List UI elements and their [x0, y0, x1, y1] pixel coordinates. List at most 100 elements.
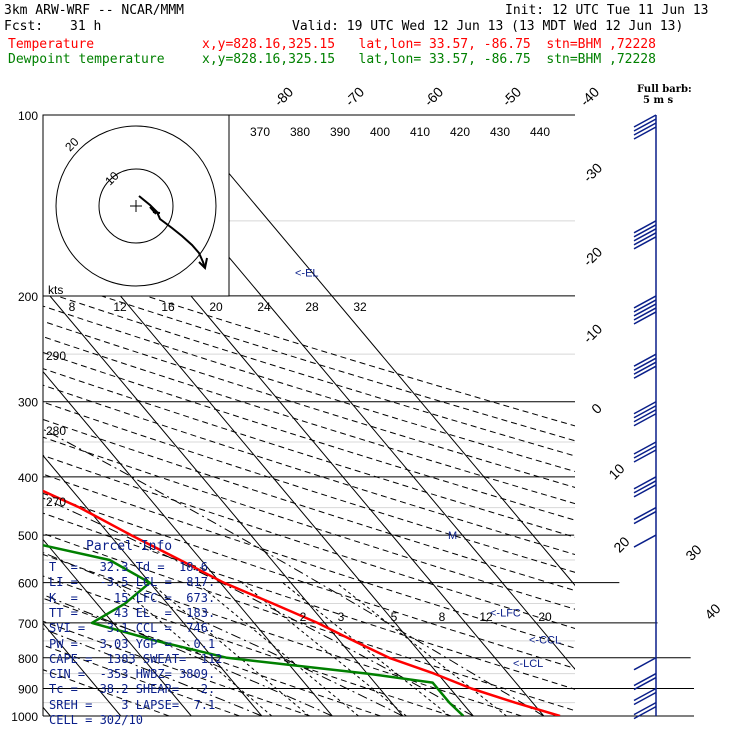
dry-adiabat-line — [43, 351, 575, 521]
isotherm-line — [43, 454, 263, 716]
dry-adiabat-line — [43, 575, 452, 716]
wind-barb-flag — [633, 236, 657, 250]
wind-barb — [633, 687, 657, 706]
temperature-tick-label: -30 — [580, 160, 606, 186]
hodograph-units-label: kts — [48, 283, 63, 297]
dry-adiabat-line — [43, 532, 575, 712]
mixing-ratio-label: 20 — [209, 300, 223, 314]
theta-label: 390 — [330, 125, 350, 139]
temperature-legend-label: Temperature — [8, 37, 95, 52]
wind-barb — [633, 701, 657, 720]
parcel-info-row: CAPE = 1383 SWEAT= 112 — [49, 651, 223, 666]
temperature-tick-label: -60 — [421, 84, 447, 110]
wind-barb-flag — [633, 676, 657, 691]
dry-adiabat-line — [43, 512, 575, 690]
temperature-tick-label: 20 — [610, 533, 632, 555]
mixing-ratio-low-label: 20 — [538, 610, 552, 624]
parcel-info-row: TT = 43 EL = 183. — [49, 605, 216, 620]
wind-barb — [633, 534, 657, 548]
level-annotation: <-EL — [295, 268, 319, 280]
dewpoint-profile — [43, 543, 465, 716]
mixing-ratio-low-label: 12 — [479, 610, 493, 624]
wind-barb — [633, 657, 657, 671]
wind-barb-flag — [633, 353, 657, 367]
wind-barb-flag — [633, 357, 657, 371]
temperature-profile — [43, 489, 561, 716]
parcel-info-row: SREH = 3 LAPSE= 7.1 — [49, 697, 216, 712]
mixing-ratio-low-label: 3 — [338, 610, 345, 624]
pressure-label: 600 — [18, 577, 38, 591]
wind-barb-flag — [633, 401, 657, 415]
mixing-ratio-line — [241, 582, 407, 716]
theta-side-label: 290 — [46, 349, 66, 363]
wind-barb-flag — [633, 534, 657, 548]
hodograph-trace — [138, 195, 206, 269]
wind-barb-flag — [633, 224, 657, 238]
mixing-ratio-line — [196, 582, 359, 716]
wind-barb-flag — [633, 365, 657, 379]
hodograph-ring-outer — [55, 125, 217, 287]
pressure-label: 900 — [18, 682, 38, 696]
temperature-tick-label: 10 — [605, 460, 627, 482]
theta-label: 410 — [410, 125, 430, 139]
parcel-info-row: LI = -3.5 LCL = 817. — [49, 575, 216, 590]
temperature-tick-label: -80 — [271, 84, 297, 110]
wind-barb-flag — [633, 122, 657, 136]
temperature-tick-label: -50 — [499, 84, 525, 110]
isotherm-line — [43, 538, 192, 716]
wind-barbs — [633, 114, 657, 720]
wind-barb — [633, 476, 657, 498]
wind-barb-flag — [633, 220, 657, 234]
hodograph-trace-marks — [149, 206, 208, 271]
wind-barb-flag — [633, 299, 657, 313]
theta-label: 420 — [450, 125, 470, 139]
dry-adiabat-line — [43, 276, 575, 442]
wind-barb-flag — [633, 672, 657, 687]
temperature-tick-label: 0 — [588, 400, 605, 417]
theta-label: 430 — [490, 125, 510, 139]
wind-barb-flag — [633, 657, 657, 671]
valid-time: Valid: 19 UTC Wed 12 Jun 13 (13 MDT Wed … — [292, 19, 684, 34]
wind-barb-flag — [633, 228, 657, 242]
pressure-label: 300 — [18, 396, 38, 410]
wind-barb — [633, 295, 657, 325]
mixing-ratio-label: 24 — [257, 300, 271, 314]
theta-label: 400 — [370, 125, 390, 139]
dry-adiabat-line — [43, 492, 575, 669]
wind-barb-flag — [633, 232, 657, 246]
parcel-info-title: Parcel Info — [86, 539, 173, 554]
wind-barb-flag — [633, 307, 657, 321]
mixing-ratio-line — [149, 582, 310, 716]
wind-barb-flag — [633, 476, 657, 490]
theta-label: 380 — [290, 125, 310, 139]
pressure-label: 800 — [18, 652, 38, 666]
forecast-label: Fcst: — [4, 19, 44, 34]
dry-adiabat-line — [43, 597, 381, 716]
parcel-info-row: CIN = -353 HWBZ= 3809. — [49, 667, 216, 682]
mixing-ratio-label: 16 — [161, 300, 175, 314]
wind-barb — [633, 672, 657, 691]
isotherm-line — [43, 370, 333, 716]
dry-adiabat-line — [43, 290, 575, 457]
pressure-label: 1000 — [11, 710, 38, 724]
model-title: 3km ARW-WRF -- NCAR/MMM — [4, 3, 185, 18]
wind-barb-flag — [633, 701, 657, 716]
wind-barb-flag — [633, 449, 657, 463]
mixing-ratio-label: 8 — [69, 300, 76, 314]
forecast-hour: 31 h — [70, 19, 102, 34]
level-annotation: <-CCL — [529, 635, 561, 647]
parcel-info-row: PW = 3.03 YGP = 0.1 — [49, 636, 216, 651]
wind-barb-flag — [633, 295, 657, 309]
wind-barb — [633, 114, 657, 140]
dry-adiabat-line — [43, 336, 575, 505]
init-time: Init: 12 UTC Tue 11 Jun 13 — [505, 3, 709, 18]
wind-barb-flag — [633, 114, 657, 128]
pressure-label: 200 — [18, 290, 38, 304]
mixing-ratio-line — [335, 582, 507, 716]
wind-barb — [633, 353, 657, 379]
dewpoint-legend-info: x,y=828.16,325.15 lat,lon= 33.57, -86.75… — [202, 52, 656, 67]
pressure-label: 500 — [18, 529, 38, 543]
dry-adiabat-line — [43, 669, 170, 716]
